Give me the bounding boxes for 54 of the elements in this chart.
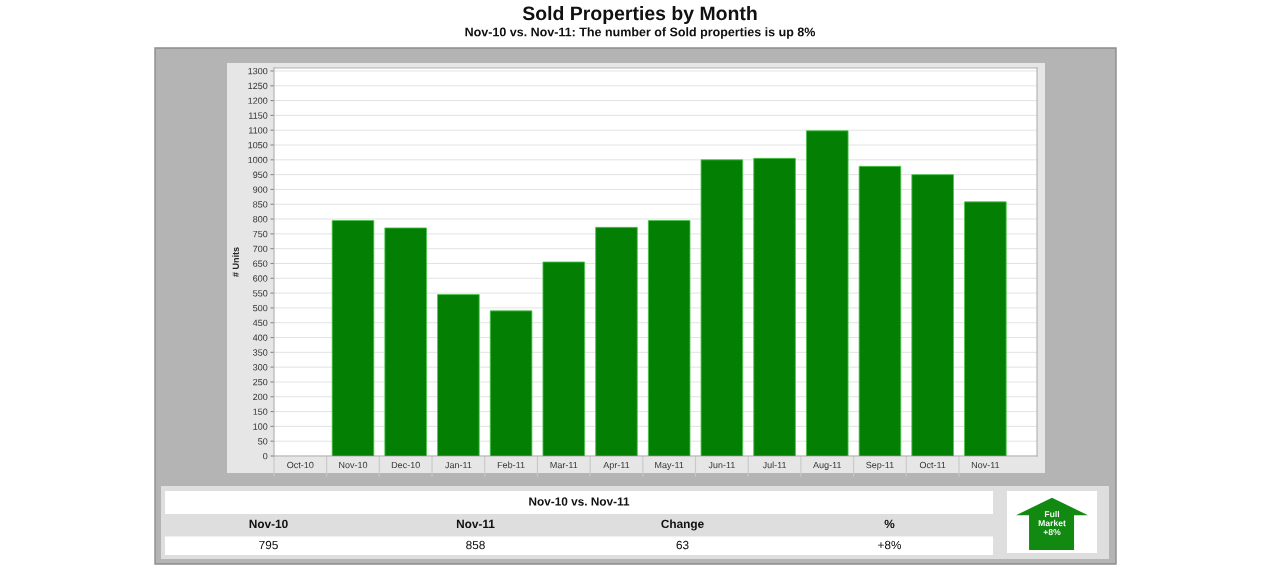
text: Nov-10 xyxy=(249,519,288,529)
text: % xyxy=(884,519,895,529)
x-tick-label: May-11 xyxy=(655,461,684,470)
y-tick-label: 800 xyxy=(253,216,268,223)
y-tick-label: 900 xyxy=(253,186,268,193)
x-tick-label: Dec-10 xyxy=(391,461,420,469)
y-tick-label: 250 xyxy=(253,378,268,386)
x-tick-label: Jan-11 xyxy=(445,461,472,469)
y-tick-label: 650 xyxy=(253,260,268,267)
y-tick-label: 500 xyxy=(253,304,268,312)
y-axis-title: # Units xyxy=(232,247,239,277)
text: Nov-11 xyxy=(456,519,495,529)
y-tick-label: 600 xyxy=(253,275,268,282)
y-tick-label: 200 xyxy=(253,393,268,401)
y-tick-label: 50 xyxy=(258,438,268,445)
text: Change xyxy=(661,519,704,531)
text: Full Market +8% xyxy=(1038,510,1066,536)
y-tick-label: 450 xyxy=(252,319,268,327)
y-tick-label: 0 xyxy=(263,452,268,460)
y-tick-label: 750 xyxy=(253,230,268,238)
y-tick-label: 150 xyxy=(253,408,268,415)
x-tick-label: Jun-11 xyxy=(708,461,735,469)
y-tick-label: 700 xyxy=(253,245,268,253)
x-tick-label: Oct-10 xyxy=(287,461,314,469)
y-tick-label: 950 xyxy=(253,171,268,178)
x-tick-label: Nov-10 xyxy=(339,461,368,469)
x-tick-label: Feb-11 xyxy=(497,461,525,469)
x-tick-label: Nov-11 xyxy=(971,461,1000,469)
text: +8% xyxy=(878,540,902,550)
y-tick-label: 1000 xyxy=(248,156,268,164)
y-tick-label: 350 xyxy=(253,349,268,356)
y-tick-label: 300 xyxy=(253,364,268,371)
x-tick-label: Mar-11 xyxy=(550,461,578,469)
text: 858 xyxy=(466,540,485,550)
y-tick-label: 1150 xyxy=(249,112,268,119)
x-tick-label: Apr-11 xyxy=(603,461,630,470)
y-tick-label: 1100 xyxy=(249,127,268,134)
x-tick-label: Oct-11 xyxy=(919,461,946,469)
y-tick-label: 1300 xyxy=(248,67,268,75)
y-tick-label: 1250 xyxy=(248,82,268,90)
y-tick-label: 1200 xyxy=(248,97,268,104)
y-tick-label: 1050 xyxy=(248,141,268,149)
y-tick-label: 400 xyxy=(252,334,268,341)
chart-subtitle: Nov-10 vs. Nov-11: The number of Sold properties is up 8% xyxy=(465,27,816,39)
y-tick-label: 100 xyxy=(253,423,268,430)
chart-title: Sold Properties by Month xyxy=(522,5,757,25)
text: 795 xyxy=(259,540,278,550)
x-tick-label: Aug-11 xyxy=(813,461,842,470)
x-tick-label: Sep-11 xyxy=(866,461,894,470)
x-tick-label: Jul-11 xyxy=(762,461,787,469)
text: Nov-10 vs. Nov-11 xyxy=(529,497,630,506)
y-tick-label: 550 xyxy=(253,290,268,297)
y-tick-label: 850 xyxy=(253,201,268,208)
text: 63 xyxy=(676,540,689,550)
